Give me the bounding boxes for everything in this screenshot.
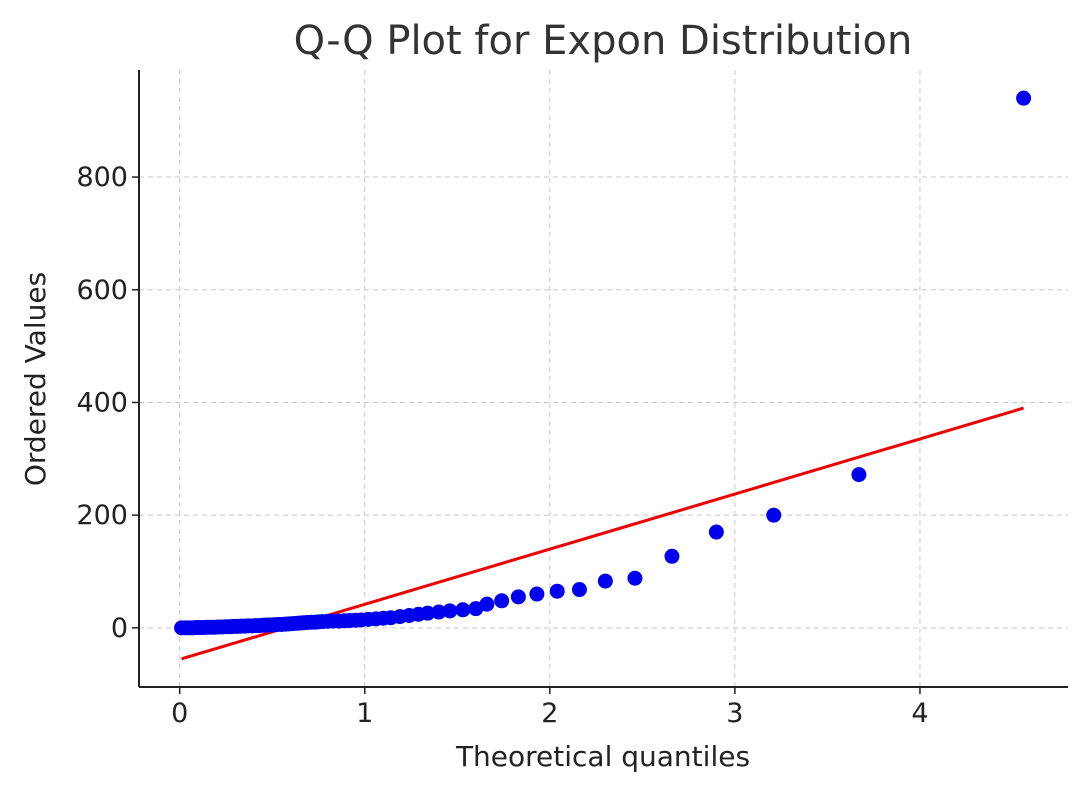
data-point bbox=[510, 589, 526, 605]
x-tick-label: 1 bbox=[356, 698, 373, 729]
y-tick-label: 600 bbox=[76, 275, 128, 306]
y-tick-label: 800 bbox=[76, 162, 128, 193]
x-ticks: 0 1 2 3 4 bbox=[171, 687, 929, 729]
y-ticks: 0 200 400 600 800 bbox=[76, 162, 139, 644]
x-tick-label: 2 bbox=[541, 698, 558, 729]
data-point bbox=[431, 604, 447, 620]
data-point bbox=[627, 570, 643, 586]
data-point bbox=[494, 593, 510, 609]
data-point bbox=[766, 507, 782, 523]
data-point bbox=[479, 596, 495, 612]
x-axis-label: Theoretical quantiles bbox=[455, 740, 750, 773]
data-point bbox=[549, 583, 565, 599]
y-tick-label: 0 bbox=[111, 613, 128, 644]
grid bbox=[139, 70, 1068, 687]
data-point bbox=[664, 548, 680, 564]
data-point bbox=[851, 467, 867, 483]
data-point bbox=[597, 573, 613, 589]
data-point bbox=[420, 605, 436, 621]
y-tick-label: 400 bbox=[76, 387, 128, 418]
axes bbox=[138, 70, 1068, 688]
points-layer bbox=[174, 90, 1032, 636]
data-point bbox=[571, 582, 587, 598]
data-point bbox=[708, 524, 724, 540]
data-point bbox=[455, 602, 471, 618]
chart-title: Q-Q Plot for Expon Distribution bbox=[294, 18, 913, 64]
x-tick-label: 0 bbox=[171, 698, 188, 729]
x-tick-label: 4 bbox=[911, 698, 928, 729]
x-tick-label: 3 bbox=[726, 698, 743, 729]
y-tick-label: 200 bbox=[76, 500, 128, 531]
y-axis-label: Ordered Values bbox=[19, 272, 52, 486]
data-point bbox=[529, 586, 545, 602]
data-point bbox=[1016, 90, 1032, 106]
data-point bbox=[442, 603, 458, 619]
